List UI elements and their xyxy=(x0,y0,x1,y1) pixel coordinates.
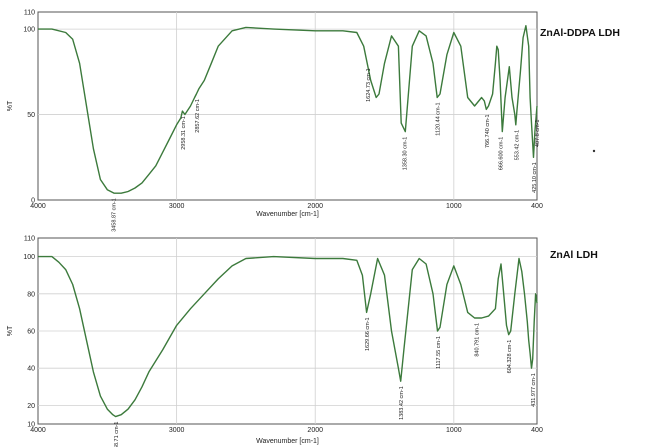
chart-title: ZnAl-DDPA LDH xyxy=(540,27,620,39)
x-tick-label: 3000 xyxy=(169,427,185,434)
x-tick-label: 2000 xyxy=(307,203,323,210)
x-tick-label: 1000 xyxy=(446,427,462,434)
peak-label: 2958.31 cm-1 xyxy=(181,116,187,150)
stray-dot xyxy=(592,149,596,153)
y-tick-label: 110 xyxy=(24,10,35,17)
y-tick-label: 100 xyxy=(23,254,35,261)
peak-label: 1117.55 cm-1 xyxy=(436,336,442,369)
peak-label: 1120.44 cm-1 xyxy=(436,102,442,135)
peak-label: 1358.30 cm-1 xyxy=(403,137,409,171)
peak-label: 407.8 cm-1 xyxy=(535,120,541,148)
y-tick-label: 110 xyxy=(24,236,35,243)
y-axis-label: %T xyxy=(7,100,14,111)
peak-label: 2857.62 cm-1 xyxy=(195,99,201,133)
y-tick-label: 100 xyxy=(23,27,35,34)
peak-label: 3468.71 cm-1 xyxy=(114,422,120,447)
x-tick-label: 1000 xyxy=(446,203,462,210)
x-axis-label: Wavenumber [cm-1] xyxy=(256,438,319,445)
y-tick-label: 60 xyxy=(27,329,35,336)
peak-label: 3458.87 cm-1 xyxy=(112,198,118,232)
peak-label: 1383.42 cm-1 xyxy=(399,386,405,420)
spectrum-line xyxy=(38,25,538,194)
plot-frame xyxy=(37,11,538,201)
y-tick-label: 40 xyxy=(27,366,35,373)
chart-title: ZnAl LDH xyxy=(550,249,598,261)
x-tick-label: 4000 xyxy=(30,427,46,434)
x-tick-label: 4000 xyxy=(30,203,46,210)
x-axis-label: Wavenumber [cm-1] xyxy=(256,211,319,218)
x-tick-label: 3000 xyxy=(169,203,185,210)
peak-label: 1629.66 cm-1 xyxy=(365,317,371,351)
peak-label: 766.740 cm-1 xyxy=(485,114,491,148)
y-tick-label: 20 xyxy=(27,403,35,410)
y-tick-label: 50 xyxy=(27,112,35,119)
peak-label: 553.42 cm-1 xyxy=(514,130,520,161)
peak-label: 425.10 cm-1 xyxy=(532,162,538,193)
peak-label: 666.600 cm-1 xyxy=(499,137,505,171)
y-tick-label: 10 xyxy=(27,422,35,429)
spectrum-line xyxy=(38,255,538,418)
x-tick-label: 400 xyxy=(531,427,543,434)
peak-label: 431.977 cm-1 xyxy=(531,373,537,407)
peak-label: 604.328 cm-1 xyxy=(507,340,513,374)
x-tick-label: 400 xyxy=(531,203,543,210)
peak-label: 840.791 cm-1 xyxy=(475,323,481,357)
y-tick-label: 80 xyxy=(27,291,35,298)
y-tick-label: 0 xyxy=(31,198,35,205)
chart-znal: 4000 3000 2000 1000 400 10 20 40 60 80 100 110 3468.… xyxy=(7,236,598,447)
x-tick-label: 2000 xyxy=(307,427,323,434)
y-axis-label: %T xyxy=(7,325,14,336)
peak-label: 1624.73 cm-1 xyxy=(366,68,372,102)
